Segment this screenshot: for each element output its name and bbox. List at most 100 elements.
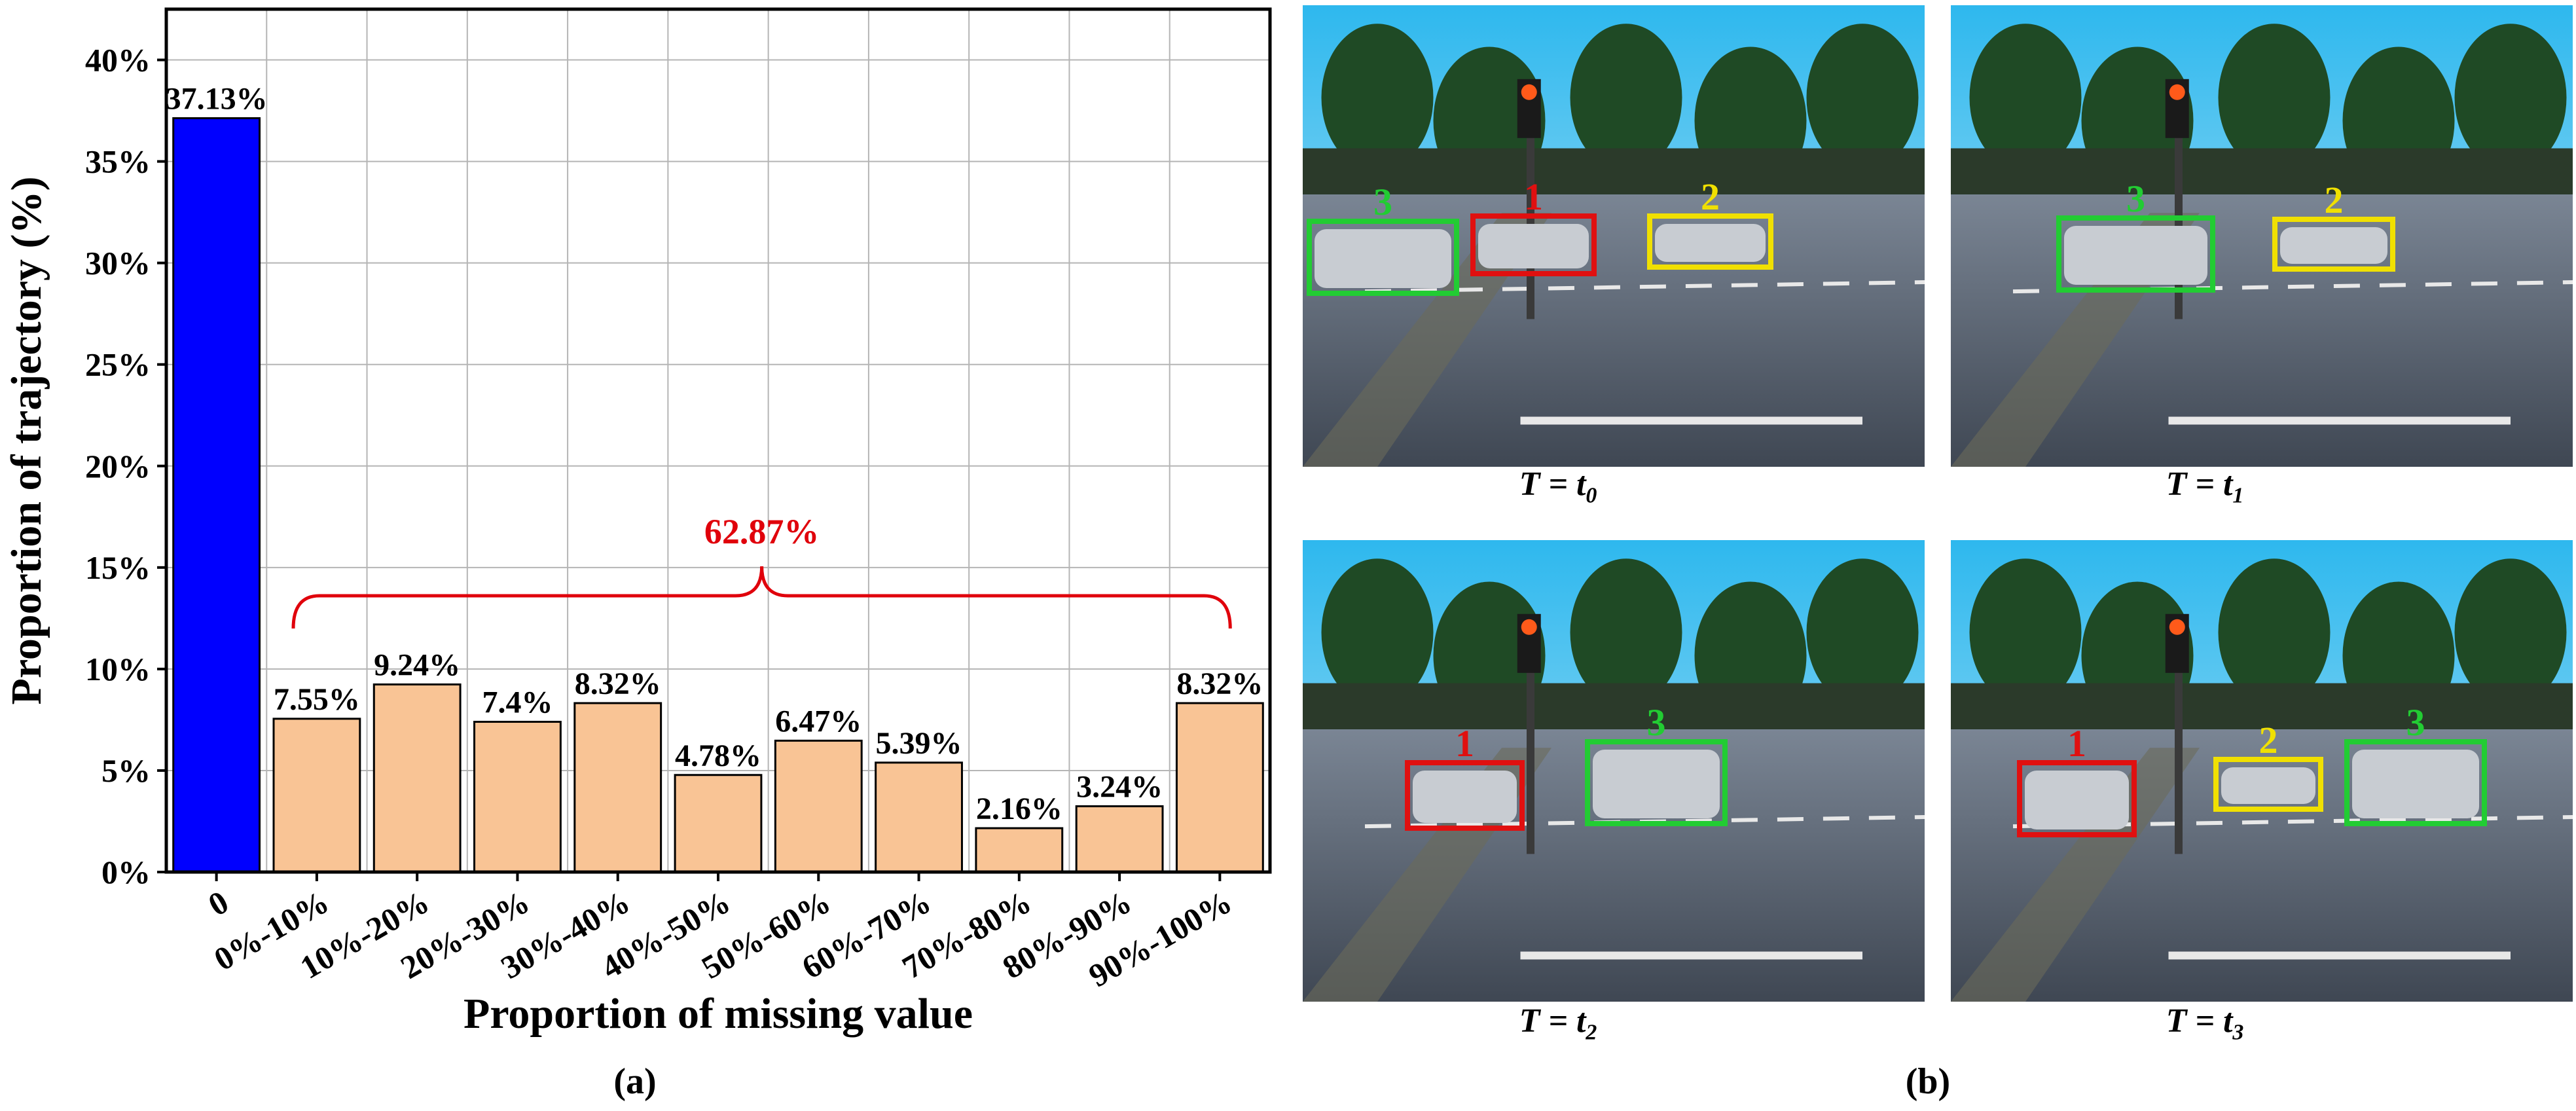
x-axis-title: Proportion of missing value [463, 990, 973, 1038]
traffic-light-pole [2175, 623, 2183, 854]
bar-value-label: 4.78% [675, 738, 761, 773]
time-label-t2: T = t2 [1427, 1002, 1689, 1045]
car [2352, 750, 2479, 818]
y-tick-label: 5% [101, 752, 151, 789]
time-label-t0: T = t0 [1427, 465, 1689, 508]
bar-0 [172, 117, 261, 873]
bar-value-label: 7.4% [482, 685, 553, 720]
car [1413, 771, 1517, 823]
traffic-light-lamp [2169, 619, 2185, 635]
tree [1806, 558, 1919, 706]
tree [2454, 24, 2567, 172]
bounding-box [1585, 739, 1728, 826]
bar-value-label: 2.16% [976, 792, 1062, 826]
bar-chart: 37.13% 7.55% 9.24% 7.4% 8.32% 4.78% 6.47% 5.39%… [3, 7, 1272, 1038]
caption-b: (b) [1905, 1061, 1951, 1102]
hedge [1303, 148, 1925, 195]
y-tick-label: 10% [85, 651, 151, 687]
object-id-label: 2 [1701, 175, 1720, 218]
object-id-label: 2 [2325, 179, 2344, 221]
bounding-box [1470, 213, 1597, 276]
y-tick-label: 20% [85, 448, 151, 484]
bar-80%-90% [1075, 805, 1164, 873]
time-label-base: T = t [1519, 465, 1586, 503]
time-label-sub: 0 [1586, 483, 1597, 508]
bar-30%-40% [573, 702, 662, 873]
bar-0%-10% [272, 718, 361, 873]
bounding-box [2344, 739, 2487, 826]
time-label-base: T = t [2166, 465, 2233, 503]
bounding-box [1307, 219, 1459, 296]
object-id-label: 1 [2067, 722, 2086, 765]
traffic-light-lamp [1521, 84, 1537, 100]
bar-value-labels: 37.13% 7.55% 9.24% 7.4% 8.32% 4.78% 6.47% 5.39%… [166, 82, 1263, 826]
y-axis-ticks: 0% 5% 10% 15% 20% 25% 30% 35% 40% [85, 42, 166, 890]
car [1478, 224, 1589, 268]
traffic-light-lamp [2169, 84, 2185, 100]
annotation-brace: 62.87% [291, 512, 1232, 629]
time-label-sub: 3 [2232, 1020, 2244, 1045]
sidewalk [1951, 748, 2200, 1002]
bar-60%-70% [875, 761, 963, 873]
brace-annotation-label: 62.87% [704, 512, 820, 551]
tree [1969, 558, 2082, 706]
object-id-label: 3 [1373, 181, 1392, 223]
camera-frames: 3 1 2 3 21 3 1 2 3 [1303, 5, 2573, 1002]
car [1593, 750, 1720, 818]
bounding-box [1647, 213, 1773, 270]
bar-10%-20% [372, 683, 462, 873]
x-axis-ticks: 00%-10%10%-20%20%-30%30%-40%40%-50%50%-6… [202, 872, 1238, 994]
y-tick-label: 40% [85, 42, 151, 79]
time-label-t3: T = t3 [2074, 1002, 2336, 1045]
camera-frame-3: 1 2 3 [1951, 540, 2573, 1002]
brace-path [291, 566, 1232, 629]
bounding-box [2017, 760, 2137, 837]
bar-40%-50% [674, 774, 763, 873]
time-label-base: T = t [1519, 1002, 1586, 1040]
time-label-sub: 2 [1586, 1020, 1597, 1045]
car [2064, 226, 2207, 285]
car [2280, 227, 2387, 264]
tree [2454, 558, 2567, 706]
y-axis-title: Proportion of trajectory (%) [3, 177, 50, 705]
bar-value-label: 7.55% [274, 682, 360, 717]
object-id-label: 3 [1647, 701, 1666, 744]
car [2025, 771, 2129, 829]
bar-70%-80% [975, 827, 1064, 873]
bar-20%-30% [473, 721, 562, 873]
traffic-light-lamp [1521, 619, 1537, 635]
caption-a: (a) [613, 1061, 657, 1102]
bounding-box [2213, 757, 2323, 812]
hedge [1951, 683, 2573, 730]
bar-value-label: 8.32% [575, 666, 661, 701]
time-label-t1: T = t1 [2074, 465, 2336, 508]
car [1315, 229, 1451, 288]
object-id-label: 3 [2406, 701, 2425, 744]
car [2221, 767, 2315, 804]
y-tick-label: 15% [85, 549, 151, 586]
x-tick-label: 0 [202, 883, 234, 923]
plot-frame [164, 7, 1272, 874]
bar-90%-100% [1175, 702, 1264, 873]
hedge [1951, 148, 2573, 195]
bounding-box [2056, 215, 2215, 293]
y-tick-label: 30% [85, 245, 151, 282]
tree [1806, 24, 1919, 172]
bar-value-label: 5.39% [876, 726, 962, 761]
sidewalk [1303, 213, 1551, 467]
camera-frame-0: 3 1 2 [1303, 5, 1925, 467]
bounding-box [1405, 760, 1525, 831]
y-tick-label: 0% [101, 854, 151, 890]
tree [1570, 24, 1682, 172]
tree [1321, 558, 1434, 706]
y-tick-label: 25% [85, 346, 151, 383]
object-id-label: 3 [2126, 177, 2145, 220]
car [1655, 224, 1766, 262]
bounding-box [2272, 217, 2395, 272]
object-id-label: 1 [1455, 722, 1474, 765]
trees [1321, 558, 1919, 730]
time-label-base: T = t [2166, 1002, 2233, 1040]
